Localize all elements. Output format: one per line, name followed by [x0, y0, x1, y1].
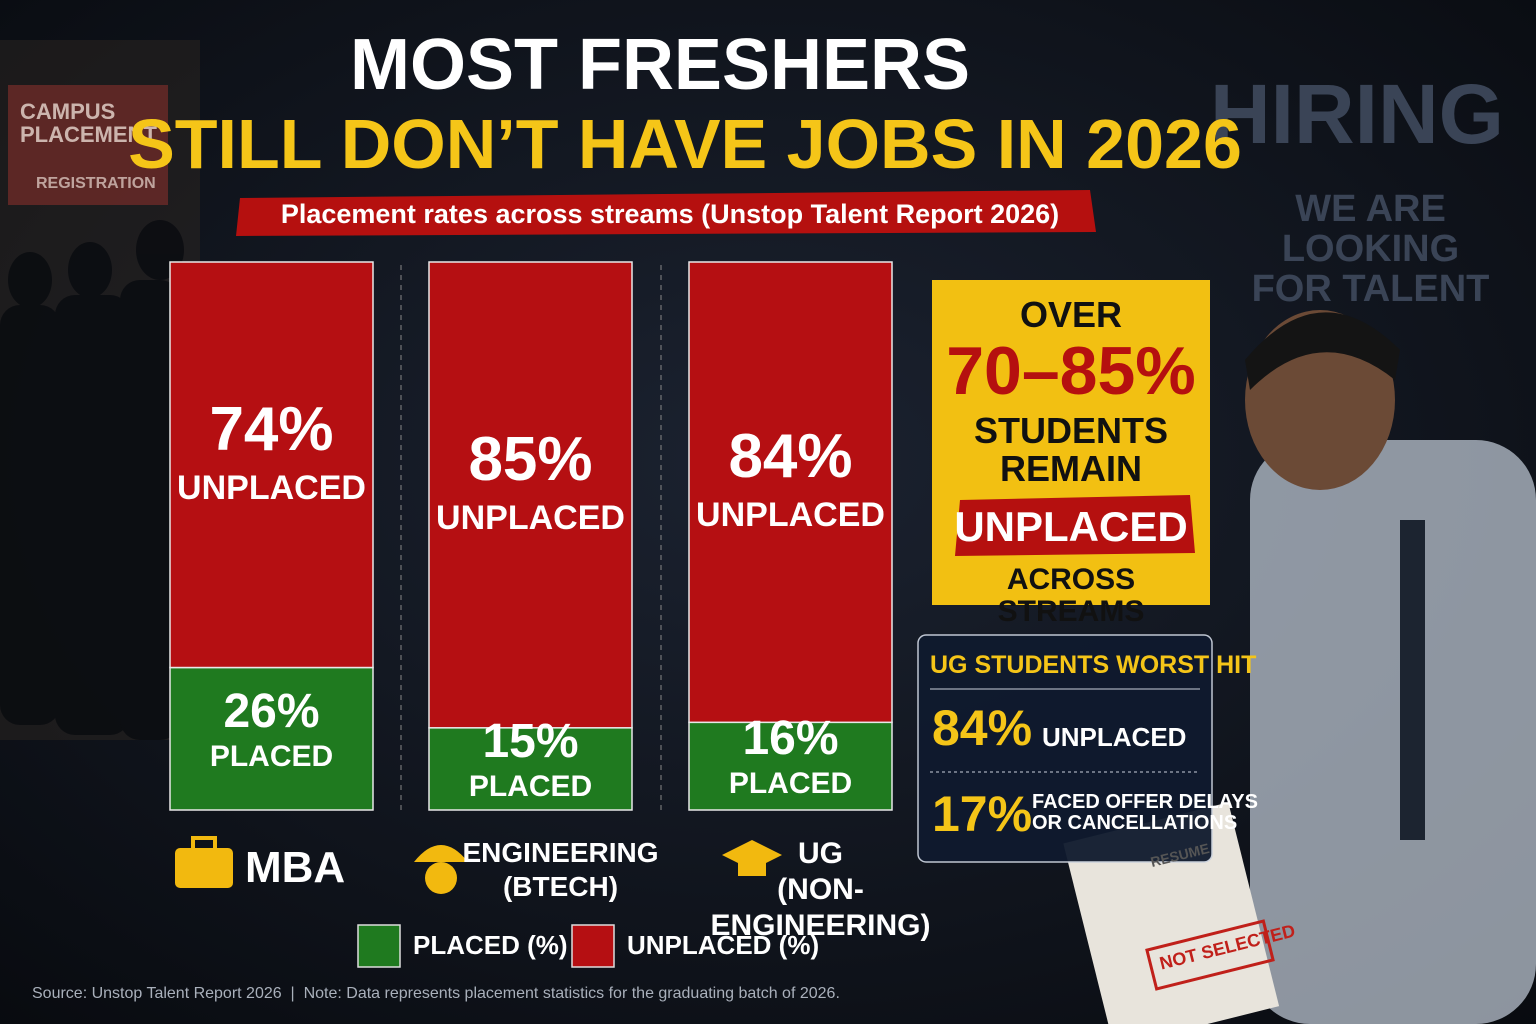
segment-label: PLACED [728, 767, 853, 801]
segment-label: PLACED [468, 769, 593, 803]
segment-label: UNPLACED [436, 498, 625, 537]
value-label: 15% [482, 714, 579, 768]
scene-crowd [0, 220, 184, 740]
scene-text: REGISTRATION [36, 175, 156, 192]
x-category-label: MBA [245, 843, 346, 892]
callout-banner [955, 495, 1195, 556]
value-label: 85% [468, 424, 593, 494]
bar-segment [428, 727, 633, 811]
legend-swatch [571, 924, 615, 968]
callout-text: 70–85% [946, 333, 1196, 409]
value-label: 84% [728, 422, 853, 492]
source-note: Source: Unstop Talent Report 2026 | Note… [32, 985, 840, 1002]
value-label: 74% [209, 394, 334, 464]
subtitle-banner [236, 190, 1096, 236]
callout-text: STUDENTS REMAIN [973, 410, 1168, 489]
bar-segment [428, 261, 633, 729]
segment-label: UNPLACED [696, 496, 885, 535]
highlight-box [917, 634, 1213, 863]
x-category-label: ENGINEERING (BTECH) [462, 837, 659, 902]
legend-label: UNPLACED (%) [627, 930, 820, 960]
legend-label: PLACED (%) [413, 930, 568, 960]
bar-segment [688, 261, 893, 724]
legend-swatch [357, 924, 401, 968]
value-label: 16% [742, 712, 839, 766]
icon-helmet [414, 845, 468, 894]
scene-text: HIRING [1210, 67, 1504, 161]
highlight-label: FACED OFFER DELAYS OR CANCELLATIONS [1032, 791, 1258, 834]
subtitle: Placement rates across streams (Unstop T… [280, 199, 1060, 229]
highlight-value: 17% [932, 786, 1033, 842]
x-category-label: UG (NON-ENGINEERING) [710, 837, 931, 942]
scene-text: WE ARE LOOKING FOR TALENT [1251, 188, 1490, 310]
callout-text: OVER [1019, 294, 1123, 335]
scene-person [1063, 310, 1536, 1024]
icon-cap [722, 840, 782, 876]
title-line: STILL DON’T HAVE JOBS IN 2026 [128, 105, 1242, 183]
highlight-label: UNPLACED [1042, 722, 1187, 752]
segment-label: PLACED [209, 739, 334, 773]
highlight-title: UG STUDENTS WORST HIT [930, 651, 1257, 679]
bar-segment [688, 721, 893, 811]
title-line: MOST FRESHERS [349, 25, 971, 105]
scene-text: CAMPUS PLACEMENT [20, 99, 157, 148]
callout-text: UNPLACED [954, 503, 1188, 550]
highlight-value: 84% [932, 700, 1033, 756]
bar-segment [169, 261, 374, 669]
scene-sign [8, 85, 168, 205]
segment-label: UNPLACED [177, 468, 366, 507]
value-label: 26% [223, 684, 320, 738]
callout-text: ACROSS STREAMS [997, 563, 1145, 628]
icon-briefcase [175, 836, 233, 888]
